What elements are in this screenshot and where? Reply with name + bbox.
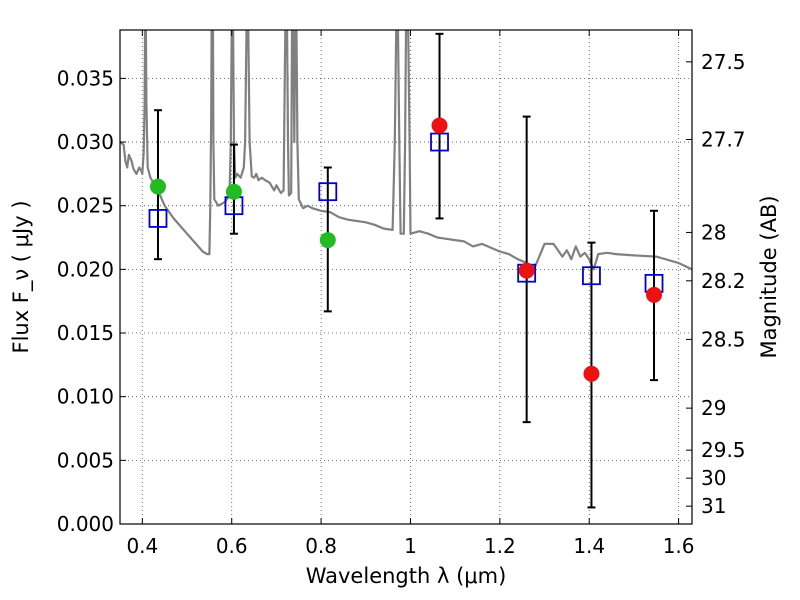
model-square-marker [318, 182, 338, 202]
observed-circle-marker [431, 117, 448, 134]
x-tick-label: 0.4 [126, 534, 158, 558]
observed-circle-marker [518, 262, 535, 279]
magnitude-tick-label: 28 [701, 220, 726, 244]
model-square-marker [582, 266, 601, 286]
y-axis-right-title: Magnitude (AB) [757, 195, 781, 358]
ticks [120, 30, 692, 525]
spectrum-layer [120, 30, 692, 271]
magnitude-tick-label: 28.2 [701, 269, 746, 293]
observed-circle-marker [646, 286, 663, 303]
y-tick-label: 0.020 [57, 257, 114, 281]
magnitude-tick-label: 28.5 [701, 327, 746, 351]
x-tick-label: 1.4 [573, 534, 605, 558]
y-tick-label: 0.005 [57, 448, 114, 472]
x-tick-label: 1.6 [663, 534, 695, 558]
y-tick-label: 0.010 [57, 385, 114, 409]
model-square-marker [430, 132, 449, 152]
y-axis-title: Flux F_ν ( μJy ) [9, 200, 34, 353]
y-tick-label: 0.035 [57, 66, 114, 90]
y-tick-label: 0.030 [57, 130, 114, 154]
magnitude-tick-label: 27.5 [701, 50, 746, 74]
plot-frame [119, 29, 693, 525]
x-tick-label: 1 [404, 534, 417, 558]
y-tick-label: 0.025 [57, 194, 114, 218]
tick-labels: 0.4 0.6 0.8 1 1.2 1.4 1.6 0.000 0.005 0.010 0.015 0… [57, 50, 746, 558]
x-tick-label: 0.8 [305, 534, 337, 558]
y-tick-label: 0.000 [57, 512, 114, 536]
magnitude-tick-label: 27.7 [701, 127, 746, 151]
observed-circle-marker [583, 365, 600, 382]
magnitude-tick-label: 30 [701, 466, 726, 490]
magnitude-tick-label: 31 [701, 494, 726, 518]
x-tick-label: 0.6 [216, 534, 248, 558]
spectrum-line [120, 30, 692, 271]
magnitude-tick-label: 29.5 [701, 438, 746, 462]
x-tick-label: 1.2 [484, 534, 516, 558]
y-tick-label: 0.015 [57, 321, 114, 345]
observed-circle-marker [149, 178, 166, 195]
marker-layer [148, 117, 664, 382]
x-axis-title: Wavelength λ (μm) [306, 564, 507, 588]
magnitude-tick-label: 29 [701, 396, 726, 420]
observed-circle-marker [319, 232, 336, 249]
observed-circle-marker [225, 183, 242, 200]
model-square-marker [148, 209, 168, 228]
